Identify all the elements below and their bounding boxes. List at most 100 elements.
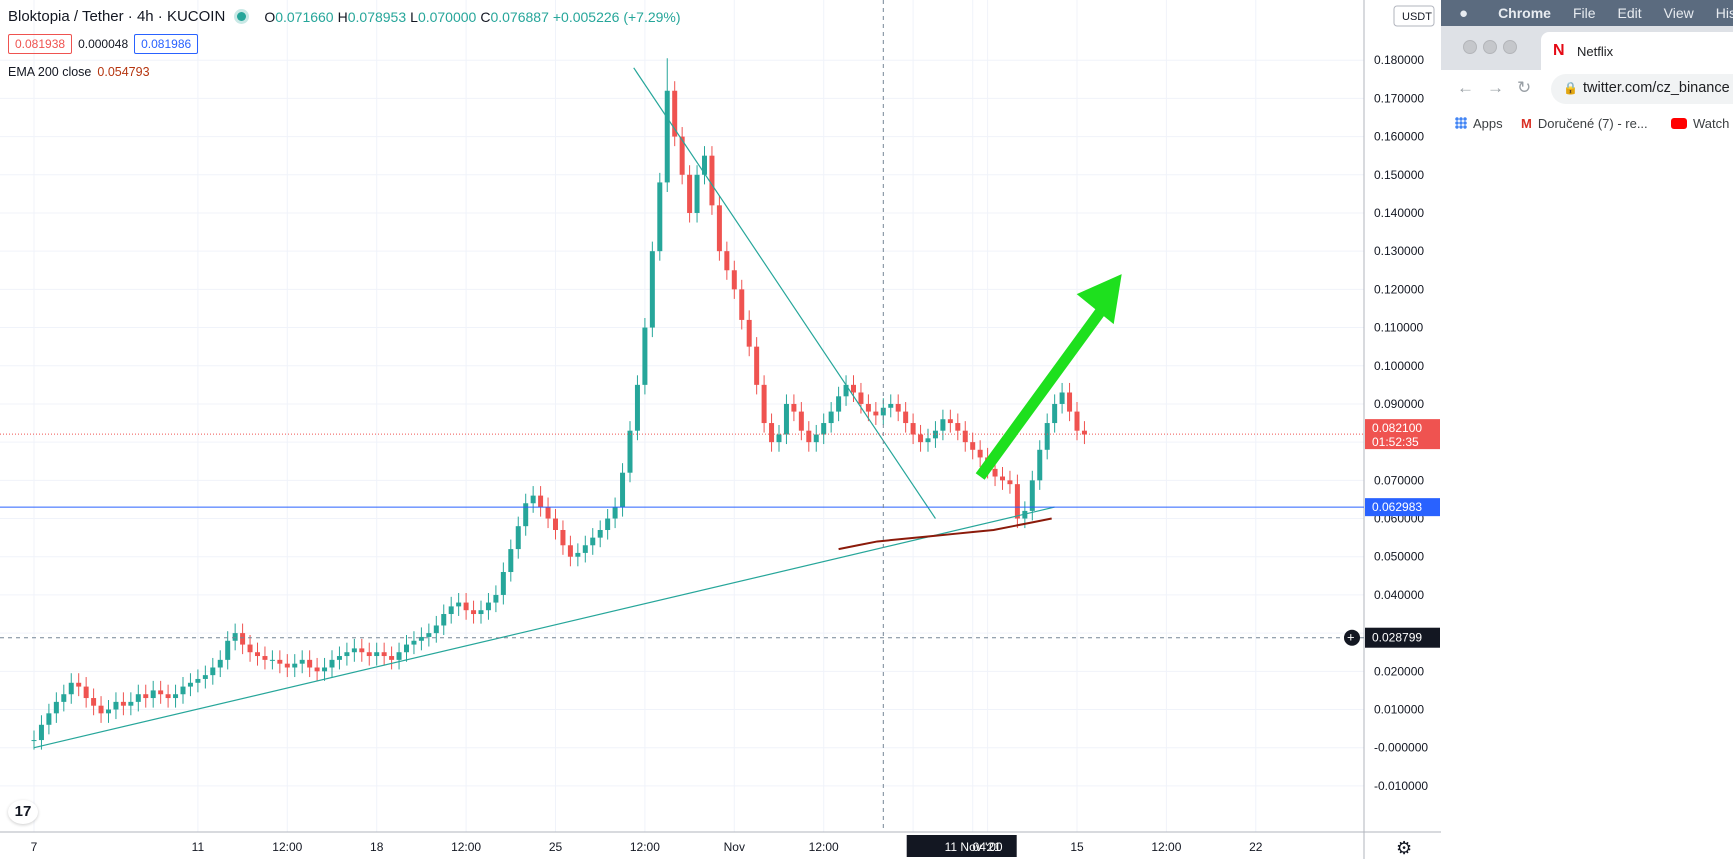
candle-body <box>888 403 894 408</box>
candle-body <box>269 659 275 661</box>
ema-200-line <box>838 517 1052 551</box>
bookmark-youtube[interactable]: Watch <box>1671 116 1729 131</box>
gmail-icon: M <box>1521 116 1532 131</box>
price-tick-label: 0.090000 <box>1374 397 1424 411</box>
candle-body <box>478 610 484 615</box>
menu-edit[interactable]: Edit <box>1617 5 1642 21</box>
candle-body <box>225 640 231 660</box>
address-bar-row: ← → ↻ 🔒 twitter.com/cz_binance <box>1441 70 1733 108</box>
ema-label: EMA 200 close <box>8 65 92 79</box>
level-price-label-bg <box>1365 498 1440 517</box>
apple-icon[interactable]: ● <box>1459 4 1469 22</box>
price-tick-label: 0.120000 <box>1374 282 1424 296</box>
candle-body <box>1029 480 1035 511</box>
candle-body <box>947 419 953 424</box>
candle-body <box>582 545 588 553</box>
price-tick-label: 0.150000 <box>1374 168 1424 182</box>
symbol-title[interactable]: Bloktopia / Tether · 4h · KUCOIN <box>8 8 226 25</box>
menu-view[interactable]: View <box>1663 5 1694 21</box>
candle-body <box>180 686 186 695</box>
minimize-window-icon[interactable] <box>1483 40 1497 54</box>
ema-value: 0.054793 <box>97 65 150 79</box>
bookmark-youtube-label: Watch <box>1693 116 1730 131</box>
candle-body <box>195 678 201 683</box>
tab-netflix[interactable]: N Netflix <box>1541 32 1733 70</box>
candle-body <box>828 411 834 424</box>
tab-title: Netflix <box>1577 44 1614 59</box>
price-tick-label: 0.140000 <box>1374 206 1424 220</box>
bookmark-apps[interactable]: Apps <box>1455 116 1503 131</box>
bookmark-gmail[interactable]: M Doručené (7) - re... <box>1521 116 1648 131</box>
candle-body <box>1037 449 1043 481</box>
candle-body <box>336 656 342 660</box>
descending-trendline <box>633 67 936 519</box>
time-tick-label: Nov <box>724 840 745 854</box>
candle-body <box>500 572 506 595</box>
back-icon[interactable]: ← <box>1457 78 1474 97</box>
candle-body <box>1074 411 1080 431</box>
menu-chrome[interactable]: Chrome <box>1498 5 1551 21</box>
candle-body <box>1000 476 1005 481</box>
last-price-label-bg <box>1365 419 1440 450</box>
candle-body <box>1067 392 1073 412</box>
ema-indicator-legend[interactable]: EMA 200 close 0.054793 <box>8 65 150 79</box>
candle-body <box>664 90 670 183</box>
price-tick-label: 0.070000 <box>1374 473 1424 487</box>
open-label: O <box>264 8 276 25</box>
add-alert-icon <box>1344 629 1360 646</box>
candle-body <box>716 205 722 252</box>
price-tick-label: 0.020000 <box>1374 664 1424 678</box>
candle-body <box>709 155 715 206</box>
netflix-icon: N <box>1553 42 1565 59</box>
candle-body <box>1044 423 1050 450</box>
time-tick-label: 7 <box>31 840 38 854</box>
candle-body <box>135 694 141 702</box>
candle-body <box>940 419 946 431</box>
candle-body <box>128 701 134 706</box>
forward-icon[interactable]: → <box>1487 78 1504 97</box>
candle-body <box>977 449 983 458</box>
price-tick-label: 0.180000 <box>1374 53 1424 67</box>
menu-history[interactable]: Histo <box>1715 5 1733 21</box>
candle-body <box>433 625 439 634</box>
sell-price-button[interactable]: 0.081938 <box>8 34 73 54</box>
candle-body <box>374 652 380 657</box>
candle-body <box>567 545 573 557</box>
time-tick-label: 15 <box>1070 840 1084 854</box>
candle-body <box>851 384 856 393</box>
candle-body <box>277 659 283 664</box>
currency-label: USDT <box>1402 11 1432 23</box>
candle-body <box>53 701 59 714</box>
candle-body <box>761 384 767 424</box>
youtube-icon <box>1671 118 1687 129</box>
close-window-icon[interactable] <box>1463 40 1477 54</box>
candle-body <box>590 537 596 546</box>
buy-price-button[interactable]: 0.081986 <box>134 34 199 54</box>
candle-body <box>471 610 477 615</box>
candle-body <box>560 529 566 546</box>
high-value: 0.078953 <box>347 8 407 25</box>
candle-body <box>31 740 37 742</box>
candle-body <box>769 423 775 443</box>
candle-body <box>299 659 305 664</box>
candle-body <box>992 468 998 477</box>
level-price-label: 0.062983 <box>1372 500 1422 514</box>
zoom-window-icon[interactable] <box>1503 40 1517 54</box>
price-chart[interactable]: 0.180000 0.170000 0.160000 0.150000 0.140000… <box>0 0 1441 859</box>
reload-icon[interactable]: ↻ <box>1517 78 1532 97</box>
candle-body <box>46 713 52 725</box>
omnibox[interactable]: 🔒 twitter.com/cz_binance <box>1551 74 1733 104</box>
menu-file[interactable]: File <box>1572 5 1596 21</box>
candle-body <box>955 423 961 431</box>
ascending-trendline <box>33 506 1055 749</box>
candle-body <box>925 438 931 443</box>
bookmark-gmail-label: Doručené (7) - re... <box>1537 116 1648 131</box>
candle-body <box>396 652 402 660</box>
close-label: C <box>480 8 491 25</box>
price-tick-label: 0.100000 <box>1374 359 1424 373</box>
lock-icon: 🔒 <box>1563 81 1578 95</box>
candle-body <box>649 251 655 328</box>
candle-body <box>620 472 626 508</box>
low-value: 0.070000 <box>417 8 477 25</box>
tradingview-logo-icon[interactable]: 17 <box>8 800 38 824</box>
